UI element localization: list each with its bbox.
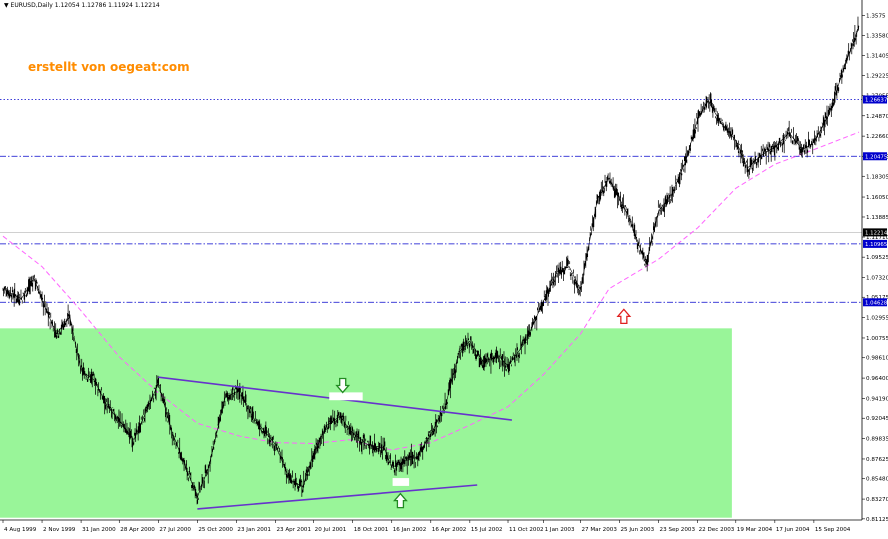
y-tick-label: 0.92045	[866, 416, 888, 422]
level-price-label: 1.04628	[865, 300, 888, 306]
y-tick-label: 0.87625	[866, 457, 888, 463]
y-tick-label: 1.16050	[866, 195, 888, 201]
y-tick-label: 1.33580	[866, 34, 888, 40]
moving-average-line	[2, 131, 860, 451]
x-tick-label: 15 Jul 2002	[471, 527, 503, 533]
y-tick-label: 1.07320	[866, 275, 888, 281]
highlight-zone	[0, 328, 732, 518]
current-price-tag	[863, 228, 887, 237]
x-tick-label: 25 Oct 2000	[198, 527, 233, 533]
x-tick-label: 19 Mar 2004	[737, 527, 773, 533]
x-tick-label: 16 Jan 2002	[393, 527, 427, 533]
y-tick-label: 0.98610	[866, 356, 888, 362]
x-tick-label: 23 Sep 2003	[660, 527, 696, 533]
ohlc-values: 1.12054 1.12786 1.11924 1.12214	[54, 2, 160, 9]
y-tick-label: 1.31405	[866, 54, 888, 60]
y-tick-label: 1.24870	[866, 114, 888, 120]
y-tick-label: 1.29225	[866, 74, 888, 80]
price-line	[2, 25, 860, 498]
symbol-header: ▼ EURUSD,Daily 1.12054 1.12786 1.11924 1…	[4, 2, 160, 9]
y-tick-label: 0.96400	[866, 376, 888, 382]
current-price-label: 1.12214	[865, 230, 888, 236]
y-tick-label: 1.11710	[866, 235, 888, 241]
highlight-zone-layer	[0, 328, 732, 518]
x-tick-label: 11 Oct 2002	[509, 527, 544, 533]
trendline	[197, 484, 478, 510]
arrow-up-icon	[616, 308, 632, 325]
level-lines-layer	[0, 99, 862, 303]
y-tick-label: 1.09525	[866, 255, 888, 261]
x-tick-label: 1 Jan 2003	[545, 527, 575, 533]
level-price-tag	[863, 239, 887, 248]
level-price-label: 1.26637	[865, 97, 887, 103]
x-tick-label: 16 Apr 2002	[432, 527, 467, 533]
price-bars-layer	[2, 16, 860, 505]
x-tick-label: 28 Apr 2000	[120, 527, 155, 533]
x-tick-label: 20 Jul 2001	[315, 527, 347, 533]
x-tick-label: 17 Jun 2004	[776, 527, 810, 533]
level-price-tag	[863, 152, 887, 161]
x-tick-label: 27 Jul 2000	[159, 527, 191, 533]
watermark-text: erstellt von oegeat:com	[28, 60, 190, 74]
symbol-name: EURUSD,Daily	[10, 2, 53, 9]
y-tick-label: 1.05175	[866, 295, 888, 301]
y-tick-label: 1.13885	[866, 215, 888, 221]
y-tick-label: 0.81125	[866, 517, 888, 523]
x-tick-label: 23 Apr 2001	[276, 527, 311, 533]
arrows-layer	[335, 308, 632, 509]
x-tick-label: 23 Jan 2001	[237, 527, 271, 533]
arrow-up-icon	[392, 492, 408, 509]
x-tick-label: 18 Oct 2001	[354, 527, 389, 533]
y-tick-label: 0.94190	[866, 396, 888, 402]
x-tick-label: 2 Nov 1999	[43, 527, 76, 533]
y-tick-label: 1.22660	[866, 134, 888, 140]
y-tick-label: 0.85480	[866, 477, 888, 483]
y-tick-label: 1.3575	[866, 14, 886, 20]
annotation-box	[329, 392, 363, 401]
y-tick-label: 1.02955	[866, 316, 888, 322]
y-tick-label: 1.00755	[866, 336, 888, 342]
x-tick-label: 27 Mar 2003	[581, 527, 617, 533]
annotation-boxes-layer	[329, 392, 410, 486]
x-tick-label: 22 Dec 2003	[699, 527, 735, 533]
x-tick-label: 15 Sep 2004	[815, 527, 851, 533]
x-tick-label: 4 Aug 1999	[4, 527, 37, 533]
y-tick-label: 1.18305	[866, 174, 888, 180]
level-price-label: 1.10965	[865, 242, 887, 248]
x-tick-label: 31 Jan 2000	[82, 527, 116, 533]
annotation-box	[392, 478, 410, 486]
level-price-label: 1.20475	[865, 154, 887, 160]
y-tick-label: 0.89835	[866, 437, 888, 443]
moving-average-layer	[2, 131, 860, 451]
x-tick-label: 25 Jun 2003	[621, 527, 655, 533]
level-price-tag	[863, 298, 887, 307]
header-triangle-icon: ▼	[4, 2, 9, 9]
arrow-down-icon	[335, 377, 351, 394]
y-tick-label: 0.83270	[866, 497, 888, 503]
level-price-tag	[863, 95, 887, 104]
